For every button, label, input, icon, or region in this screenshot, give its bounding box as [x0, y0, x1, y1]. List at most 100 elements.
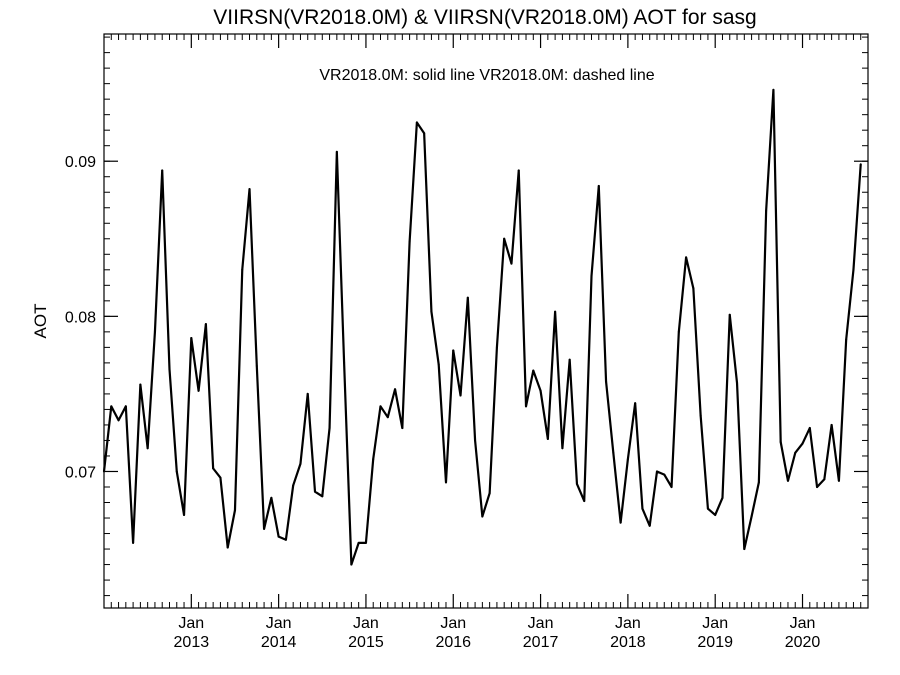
data-point — [634, 402, 637, 405]
data-point — [852, 268, 855, 271]
data-point — [794, 451, 797, 454]
data-point — [546, 437, 549, 440]
data-point — [124, 405, 127, 408]
x-tick-label-year: 2016 — [435, 634, 471, 651]
x-tick-label-month: Jan — [528, 615, 554, 632]
data-point — [532, 369, 535, 372]
data-point — [466, 296, 469, 299]
data-point — [641, 507, 644, 510]
y-tick-label: 0.08 — [65, 309, 96, 326]
y-tick-label: 0.07 — [65, 464, 96, 481]
data-point — [721, 496, 724, 499]
data-point — [503, 237, 506, 240]
data-point — [743, 548, 746, 551]
data-point — [444, 481, 447, 484]
x-tick-label-month: Jan — [178, 615, 204, 632]
data-point — [845, 338, 848, 341]
data-point — [197, 389, 200, 392]
data-point — [117, 419, 120, 422]
data-point — [626, 458, 629, 461]
data-point — [786, 479, 789, 482]
data-point — [561, 447, 564, 450]
x-tick-label-month: Jan — [615, 615, 641, 632]
axis-tick-labels: 0.07 0.08 0.09 Jan 2013 Jan 2014 Jan 2015 Jan 2016… — [65, 154, 821, 651]
data-point — [772, 88, 775, 91]
x-tick-label-month: Jan — [353, 615, 379, 632]
data-point — [459, 394, 462, 397]
data-point — [204, 323, 207, 326]
data-point — [226, 546, 229, 549]
data-point — [357, 541, 360, 544]
x-tick-label-year: 2019 — [697, 634, 733, 651]
data-point — [292, 484, 295, 487]
data-point — [408, 240, 411, 243]
line-style-annotation: VR2018.0M: solid line VR2018.0M: dashed … — [319, 67, 654, 84]
data-point — [510, 262, 513, 265]
data-point — [706, 507, 709, 510]
data-point — [677, 330, 680, 333]
data-point — [714, 513, 717, 516]
data-point — [255, 364, 258, 367]
data-point — [597, 185, 600, 188]
data-point — [335, 150, 338, 153]
data-point — [306, 392, 309, 395]
data-point — [765, 209, 768, 212]
data-point — [430, 310, 433, 313]
data-point — [685, 256, 688, 259]
data-point — [386, 416, 389, 419]
data-point — [699, 414, 702, 417]
plot-frame — [103, 33, 869, 609]
data-point — [605, 380, 608, 383]
data-point — [525, 405, 528, 408]
data-point — [146, 447, 149, 450]
data-point — [612, 451, 615, 454]
data-point — [823, 478, 826, 481]
data-point — [619, 521, 622, 524]
data-point — [750, 515, 753, 518]
data-point — [132, 541, 135, 544]
data-point — [554, 310, 557, 313]
x-tick-label-year: 2018 — [610, 634, 646, 651]
data-point — [364, 541, 367, 544]
data-point — [233, 509, 236, 512]
x-tick-label-month: Jan — [702, 615, 728, 632]
data-point — [423, 132, 426, 135]
data-point — [648, 524, 651, 527]
series-line-0 — [102, 88, 862, 566]
data-point — [415, 121, 418, 124]
data-point — [248, 188, 251, 191]
x-tick-label-year: 2020 — [785, 634, 821, 651]
data-point — [663, 473, 666, 476]
data-point — [474, 439, 477, 442]
data-point — [161, 169, 164, 172]
x-tick-label-year: 2017 — [523, 634, 559, 651]
x-tick-label-year: 2014 — [261, 634, 297, 651]
x-tick-label-year: 2015 — [348, 634, 384, 651]
data-point — [568, 358, 571, 361]
data-point — [728, 313, 731, 316]
data-point — [103, 470, 105, 473]
y-axis-label: AOT — [31, 304, 50, 339]
data-point — [139, 383, 142, 386]
data-point — [779, 441, 782, 444]
data-point — [452, 349, 455, 352]
data-point — [110, 405, 113, 408]
data-point — [277, 535, 280, 538]
x-tick-label-year: 2013 — [174, 634, 210, 651]
axis-ticks — [104, 34, 869, 608]
data-point — [299, 462, 302, 465]
data-point — [437, 363, 440, 366]
data-point — [575, 482, 578, 485]
data-point — [816, 485, 819, 488]
data-point — [314, 490, 317, 493]
chart-title: VIIRSN(VR2018.0M) & VIIRSN(VR2018.0M) AO… — [213, 6, 756, 29]
data-point — [670, 485, 673, 488]
data-point — [212, 467, 215, 470]
data-point — [830, 423, 833, 426]
data-point — [583, 499, 586, 502]
data-point — [859, 163, 862, 166]
data-point — [757, 481, 760, 484]
x-tick-label-month: Jan — [440, 615, 466, 632]
data-point — [284, 538, 287, 541]
